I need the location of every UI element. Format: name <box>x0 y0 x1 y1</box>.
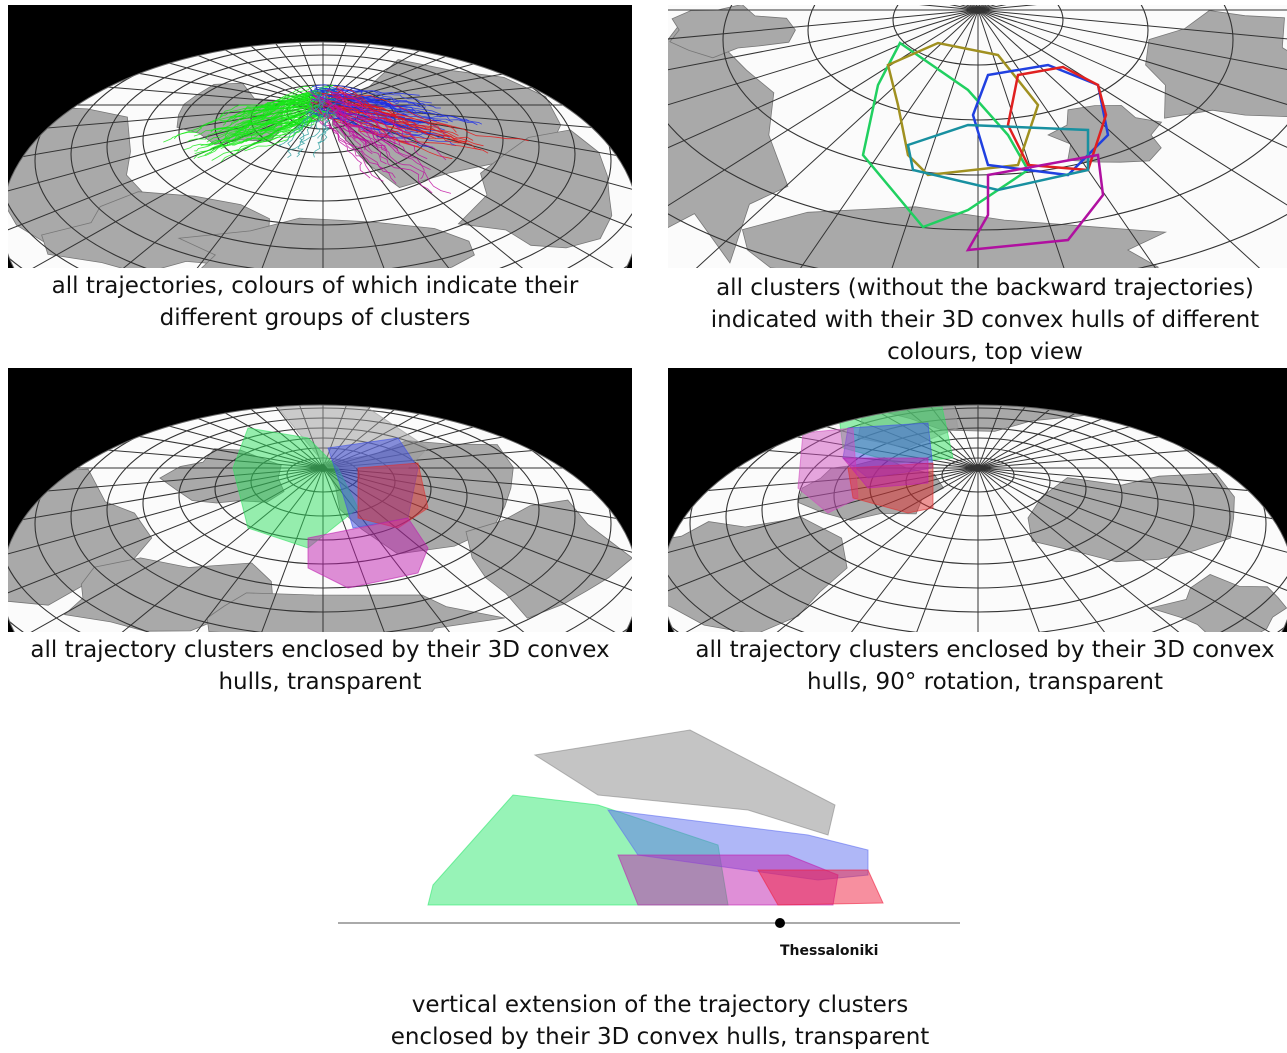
vertical-view: Thessaloniki <box>338 725 960 975</box>
map <box>668 5 1287 268</box>
pole <box>974 464 982 472</box>
caption-line: different groups of clusters <box>0 302 635 334</box>
location-dot <box>775 918 785 928</box>
caption-line: hulls, transparent <box>0 666 640 698</box>
caption-line: enclosed by their 3D convex hulls, trans… <box>340 1021 980 1053</box>
caption-line: all trajectories, colours of which indic… <box>0 270 635 302</box>
caption-line: indicated with their 3D convex hulls of … <box>665 304 1287 336</box>
caption-line: vertical extension of the trajectory clu… <box>340 989 980 1021</box>
map-hulls-transparent <box>8 368 632 632</box>
convex-hull <box>758 870 883 905</box>
map-hull-outlines <box>668 5 1287 268</box>
map-trajectories <box>8 5 632 268</box>
figure-page: all trajectories, colours of which indic… <box>0 0 1287 1053</box>
location-label: Thessaloniki <box>780 943 878 959</box>
caption-line: hulls, 90° rotation, transparent <box>665 666 1287 698</box>
map-hulls-rotated <box>668 368 1287 632</box>
caption-line: colours, top view <box>665 336 1287 368</box>
caption-line: all trajectory clusters enclosed by thei… <box>665 634 1287 666</box>
caption-line: all clusters (without the backward traje… <box>665 272 1287 304</box>
caption-line: all trajectory clusters enclosed by thei… <box>0 634 640 666</box>
pole <box>974 6 982 14</box>
